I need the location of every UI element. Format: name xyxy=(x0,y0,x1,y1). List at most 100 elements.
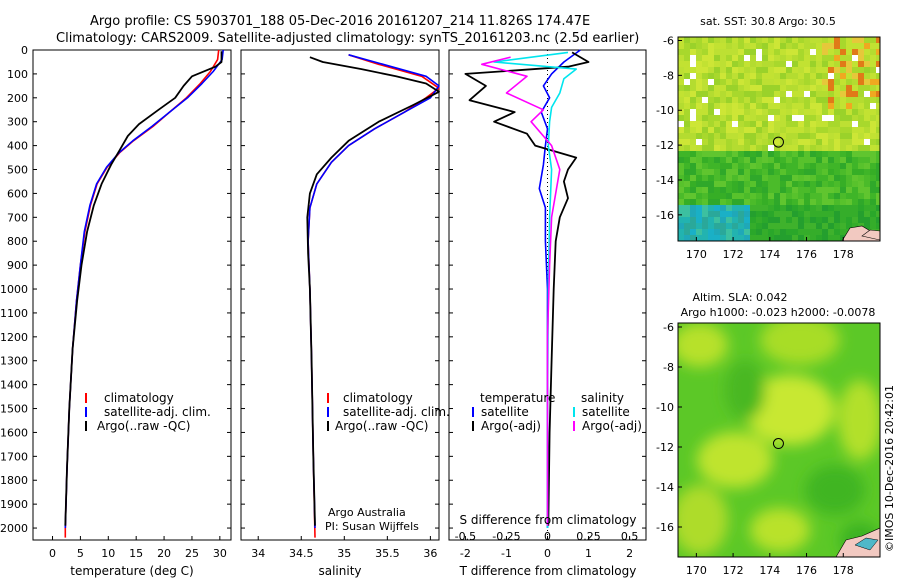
sst-cell xyxy=(762,61,768,67)
sst-cell xyxy=(822,115,828,121)
sst-cell xyxy=(792,97,798,103)
sst-cell xyxy=(756,97,762,103)
series-line-satellite-adj-clim- xyxy=(64,49,224,529)
sst-cell xyxy=(750,91,756,97)
sla-map: 170 172 174 176 178 -6 -8 -10 -12 -14 -16 xyxy=(656,321,881,577)
sst-cell xyxy=(738,91,744,97)
sst-cell xyxy=(738,85,744,91)
sst-cell xyxy=(774,115,780,121)
sst-cell xyxy=(840,223,846,229)
sst-cell xyxy=(738,55,744,61)
sst-cell xyxy=(864,121,870,127)
sst-cell xyxy=(684,43,690,49)
sst-cell xyxy=(798,115,804,121)
sst-cell xyxy=(756,187,762,193)
sst-cell xyxy=(708,127,714,133)
sst-cell xyxy=(684,49,690,55)
sst-cell xyxy=(852,157,858,163)
sst-cell xyxy=(708,121,714,127)
sst-cell xyxy=(762,169,768,175)
sst-cell xyxy=(798,205,804,211)
sst-cell xyxy=(840,133,846,139)
sst-cell xyxy=(690,205,696,211)
sst-cell xyxy=(774,121,780,127)
sst-cell xyxy=(720,151,726,157)
sst-cell xyxy=(816,151,822,157)
sst-cell xyxy=(798,217,804,223)
sst-cell xyxy=(858,91,864,97)
sst-cell xyxy=(702,109,708,115)
sst-cell xyxy=(858,217,864,223)
sst-cell xyxy=(708,157,714,163)
sst-cell xyxy=(864,91,870,97)
sst-cell xyxy=(750,169,756,175)
sst-cell xyxy=(798,241,804,247)
sst-cell xyxy=(804,211,810,217)
sst-cell xyxy=(840,199,846,205)
sst-cell xyxy=(786,61,792,67)
sst-cell xyxy=(780,127,786,133)
sst-cell xyxy=(726,199,732,205)
sst-cell xyxy=(834,163,840,169)
sst-cell xyxy=(828,109,834,115)
sst-cell xyxy=(762,193,768,199)
sst-cell xyxy=(750,67,756,73)
sst-cell xyxy=(702,115,708,121)
sst-cell xyxy=(738,181,744,187)
sst-cell xyxy=(762,199,768,205)
sst-cell xyxy=(834,241,840,247)
sst-cell xyxy=(858,37,864,43)
sst-cell xyxy=(846,169,852,175)
sst-cell xyxy=(744,139,750,145)
land-shape xyxy=(861,229,880,241)
sst-cell xyxy=(684,55,690,61)
sst-cell xyxy=(876,205,880,211)
sst-cell xyxy=(858,55,864,61)
sst-cell xyxy=(828,217,834,223)
sst-cell xyxy=(750,175,756,181)
sst-cell xyxy=(708,73,714,79)
sst-cell xyxy=(792,241,798,247)
sst-cell xyxy=(840,79,846,85)
sst-cell xyxy=(768,163,774,169)
sst-cell xyxy=(828,157,834,163)
sst-cell xyxy=(876,199,880,205)
legend-swatch-argo xyxy=(327,421,329,431)
sst-cell xyxy=(708,67,714,73)
sst-cell xyxy=(678,115,684,121)
sst-cell xyxy=(804,151,810,157)
sst-cell xyxy=(816,121,822,127)
sst-cell xyxy=(756,145,762,151)
sst-cell xyxy=(684,97,690,103)
sst-cell xyxy=(870,145,876,151)
sst-cell xyxy=(798,229,804,235)
depth-tick-label: 1900 xyxy=(0,498,28,511)
sst-cell xyxy=(804,67,810,73)
sst-cell xyxy=(774,67,780,73)
sst-cell xyxy=(810,127,816,133)
x-tick-label: 20 xyxy=(157,547,171,560)
sst-cell xyxy=(864,115,870,121)
map-x-tick-label: 174 xyxy=(759,564,780,577)
depth-tick-label: 800 xyxy=(7,235,28,248)
sst-cell xyxy=(732,109,738,115)
sst-cell xyxy=(768,205,774,211)
sst-cell xyxy=(762,79,768,85)
sst-cell xyxy=(744,205,750,211)
sst-cell xyxy=(714,85,720,91)
sst-cell xyxy=(726,223,732,229)
sst-cell xyxy=(786,73,792,79)
sst-cell xyxy=(726,157,732,163)
sst-cell xyxy=(762,145,768,151)
sst-cell xyxy=(702,187,708,193)
sst-cell xyxy=(834,157,840,163)
sst-cell xyxy=(834,91,840,97)
sst-cell xyxy=(774,73,780,79)
sst-cell xyxy=(858,211,864,217)
sst-cell xyxy=(756,121,762,127)
sst-cell xyxy=(678,175,684,181)
sst-cell xyxy=(780,79,786,85)
sst-cell xyxy=(708,205,714,211)
sst-cell xyxy=(732,157,738,163)
sst-cell xyxy=(702,211,708,217)
